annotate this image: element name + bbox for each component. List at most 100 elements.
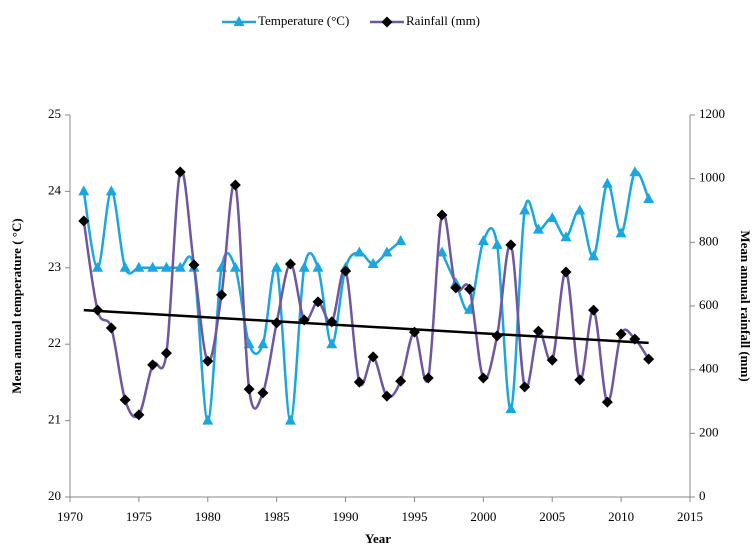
data-point [119,394,131,406]
data-point [574,374,586,386]
data-point [477,372,489,384]
data-point [477,235,489,246]
y2-tick-label: 800 [699,233,719,248]
data-point [436,209,448,221]
x-tick-label: 1985 [264,509,290,524]
data-point [119,261,131,272]
legend-marker [381,16,393,28]
data-point [202,414,214,425]
data-point [601,177,613,188]
data-point [505,239,517,251]
data-point [464,283,476,295]
legend-label: Rainfall (mm) [406,13,480,28]
x-tick-label: 2010 [608,509,634,524]
data-point [257,387,269,399]
data-point [505,403,517,414]
data-point [519,381,531,393]
data-point [560,266,572,278]
data-point [491,238,503,249]
y2-tick-label: 1000 [699,170,725,185]
data-point [643,193,655,204]
data-point [284,258,296,270]
data-point [133,261,145,272]
data-point [546,212,558,223]
y-tick-label: 22 [48,335,61,350]
trend-line [83,308,649,345]
data-point [615,328,627,340]
y2-tick-label: 0 [699,488,706,503]
data-point [340,265,352,277]
data-point [367,257,379,268]
data-point [588,304,600,316]
data-point [436,246,448,257]
x-tick-label: 2000 [470,509,496,524]
data-point [174,261,186,272]
x-tick-label: 1990 [333,509,359,524]
data-point [422,372,434,384]
series-line [82,170,650,422]
data-point [133,409,145,421]
data-point [229,179,241,191]
legend-item: Temperature (°C) [222,13,349,28]
data-point [353,246,365,257]
data-point [105,322,117,334]
data-point [381,246,393,257]
data-point [546,354,558,366]
y-tick-label: 21 [48,412,61,427]
data-point [588,250,600,261]
data-point [353,376,365,388]
data-point [78,215,90,227]
data-point [243,383,255,395]
data-point [147,261,159,272]
data-point [560,231,572,242]
data-point [450,277,462,288]
y-tick-label: 23 [48,259,61,274]
data-point [326,338,338,349]
data-point [202,355,214,367]
series-line [82,168,650,419]
data-point [257,338,269,349]
data-point [574,204,586,215]
data-point [395,375,407,387]
y-tick-label: 20 [48,488,61,503]
data-point [367,351,379,363]
x-axis-title: Year [365,531,391,546]
data-point [532,325,544,337]
y-axis-title: Mean annual temperature ( °C) [9,218,24,393]
data-point [216,289,228,301]
data-point [160,347,172,359]
legend-marker [233,16,245,26]
x-tick-label: 1970 [57,509,83,524]
y-tick-label: 24 [48,182,62,197]
x-tick-label: 2015 [677,509,703,524]
data-point [188,259,200,271]
data-point [105,185,117,196]
y2-tick-label: 1200 [699,106,725,121]
data-point [174,166,186,178]
data-point [271,261,283,272]
data-point [629,166,641,177]
data-point [147,359,159,371]
data-point [160,261,172,272]
data-point [491,330,503,342]
y2-tick-label: 200 [699,424,719,439]
y2-tick-label: 600 [699,297,719,312]
data-point [78,185,90,196]
data-point [615,227,627,238]
data-point [284,414,296,425]
data-point [381,390,393,402]
data-point [450,282,462,294]
data-point [643,353,655,365]
data-point [229,261,241,272]
x-tick-label: 1995 [401,509,427,524]
legend-label: Temperature (°C) [258,13,349,28]
x-tick-label: 1975 [126,509,152,524]
data-point [92,261,104,272]
data-point [312,296,324,308]
y2-axis-title: Mean annual rainfall (mm) [738,230,753,381]
data-point [532,223,544,234]
data-point [519,204,531,215]
legend-item: Rainfall (mm) [370,13,480,28]
data-point [298,261,310,272]
